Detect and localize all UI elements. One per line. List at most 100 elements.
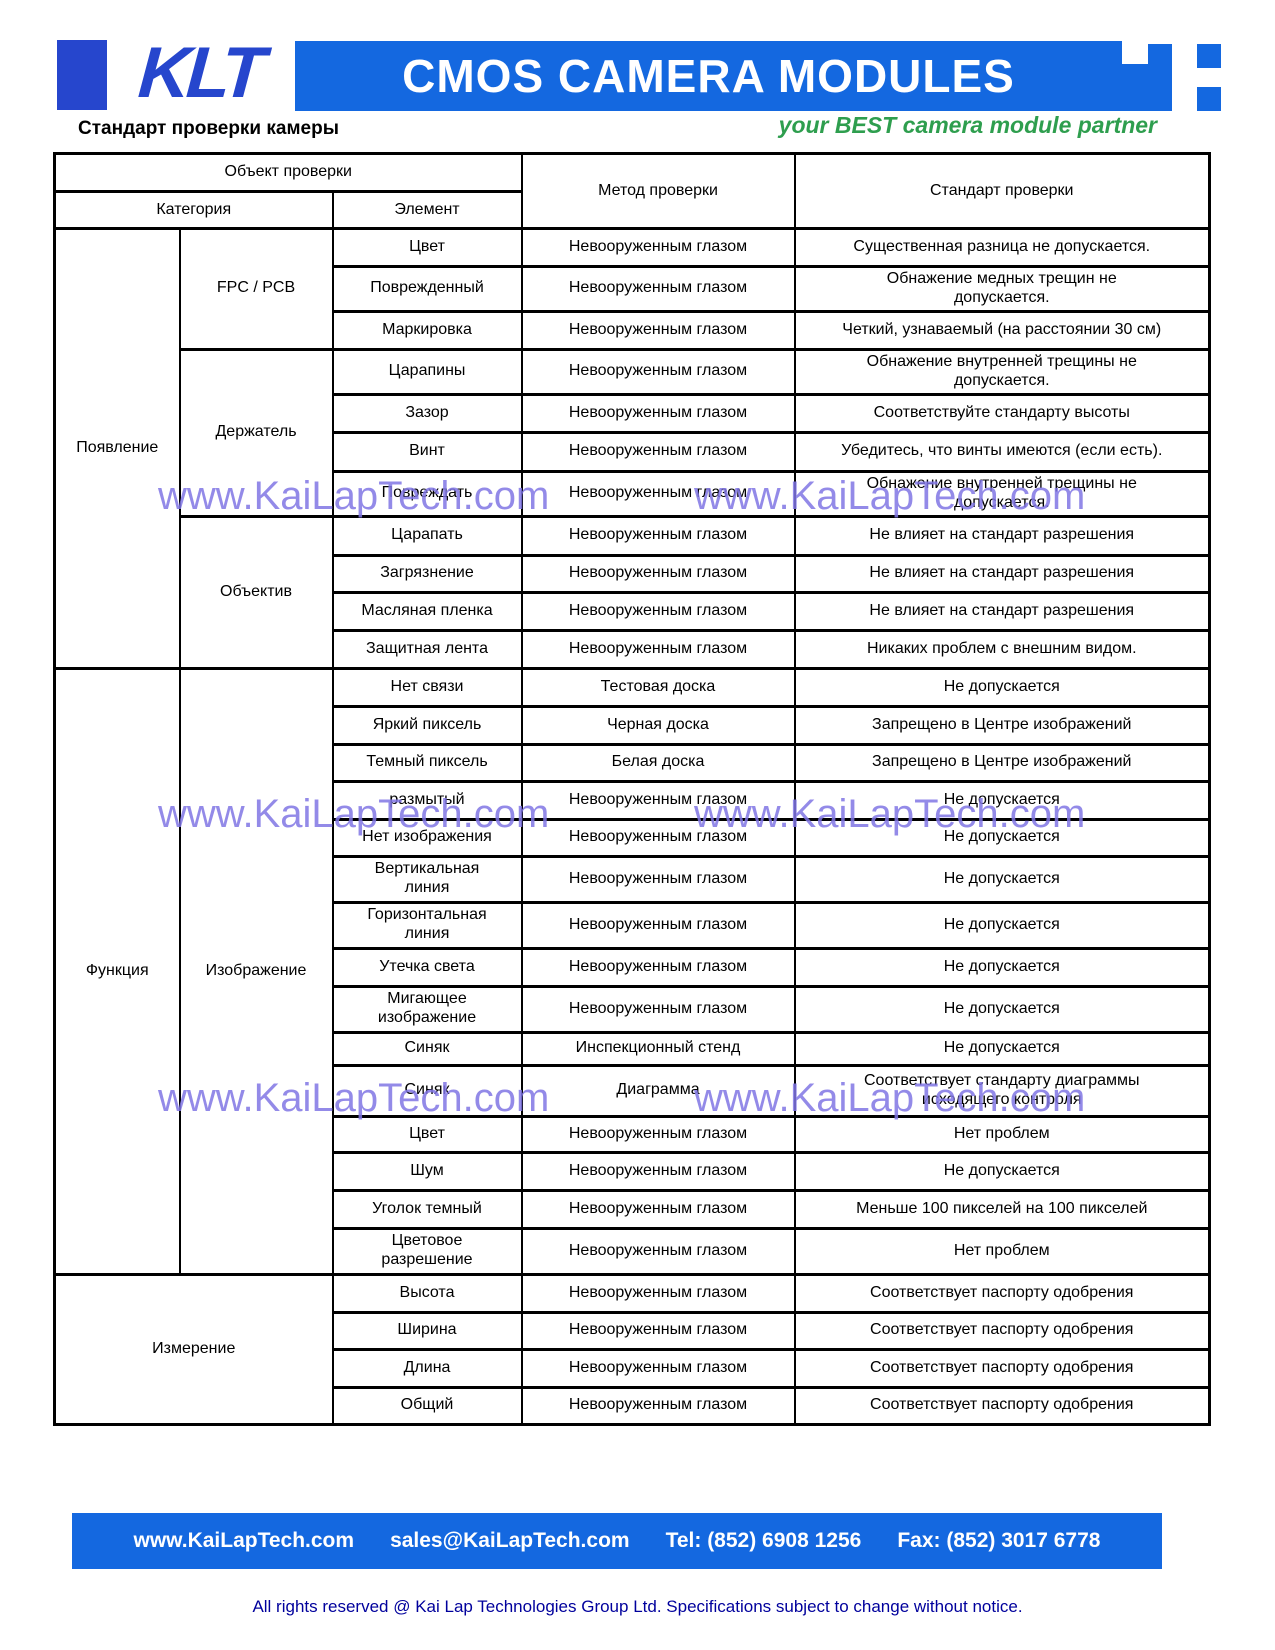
standard-cell: Соответствует паспорту одобрения xyxy=(793,1347,1211,1389)
category-cell: Функция xyxy=(53,666,181,1276)
element-cell: Нет связи xyxy=(331,666,523,708)
element-cell: Повреждать xyxy=(331,469,523,518)
element-cell: Уголок темный xyxy=(331,1188,523,1230)
table-row: Измерение Высота Невооруженным глазом Со… xyxy=(53,1272,1211,1426)
page-title: CMOS CAMERA MODULES xyxy=(402,50,1015,102)
element-cell: Шум xyxy=(331,1150,523,1192)
element-cell: Темный пиксель xyxy=(331,742,523,783)
col-header-element: Элемент xyxy=(331,190,523,230)
col-header-standard: Стандарт проверки xyxy=(793,152,1211,230)
method-cell: Невооруженным глазом xyxy=(520,1347,796,1389)
standard-cell: Не допускается xyxy=(793,946,1211,988)
table-row: Утечка света Невооруженным глазом Не доп… xyxy=(55,946,1211,988)
element-cell: Мигающее изображение xyxy=(331,984,523,1034)
footer-fax: Fax: (852) 3017 6778 xyxy=(897,1529,1101,1552)
method-cell: Невооруженным глазом xyxy=(520,590,796,632)
element-cell: Общий xyxy=(331,1385,523,1426)
element-cell: Нет изображения xyxy=(331,817,523,858)
standard-cell: Соответствует стандарту диаграммы исходя… xyxy=(793,1063,1211,1118)
logo-square-icon xyxy=(57,40,107,110)
method-cell: Невооруженным глазом xyxy=(520,1150,796,1192)
method-cell: Невооруженным глазом xyxy=(520,946,796,988)
table-row: Синяк Инспекционный стенд Не допускается xyxy=(55,1030,1211,1067)
element-cell: Высота xyxy=(331,1272,523,1314)
table-row: Повреждать Невооруженным глазом Обнажени… xyxy=(55,469,1211,518)
standard-cell: Никаких проблем с внешним видом. xyxy=(793,628,1211,670)
col-header-method: Метод проверки xyxy=(520,152,796,230)
table-row: Синяк Диаграмма Соответствует стандарту … xyxy=(55,1063,1211,1118)
footer-contact-bar: www.KaiLapTech.com sales@KaiLapTech.com … xyxy=(72,1513,1162,1569)
table-row: Объектив Царапать Невооруженным глазом Н… xyxy=(55,514,1211,670)
method-cell: Невооруженным глазом xyxy=(520,430,796,473)
table-row: Функция Изображение Нет связи Тестовая д… xyxy=(53,666,1211,1276)
table-header-row: Категория Элемент xyxy=(53,190,1210,230)
tagline: your BEST camera module partner xyxy=(778,112,1157,138)
element-cell: Защитная лента xyxy=(331,628,523,670)
standard-cell: Обнажение внутренней трещины не допускае… xyxy=(793,469,1211,518)
element-cell: Винт xyxy=(331,430,523,473)
standard-cell: Четкий, узнаваемый (на расстоянии 30 см) xyxy=(793,309,1211,351)
table-row: Общий Невооруженным глазом Соответствует… xyxy=(55,1385,1211,1426)
method-cell: Невооруженным глазом xyxy=(520,1114,796,1154)
element-cell: Цвет xyxy=(331,1114,523,1154)
table-row: Поврежденный Невооруженным глазом Обнаже… xyxy=(55,265,1211,313)
element-cell: Синяк xyxy=(331,1030,523,1067)
table-row: Шум Невооруженным глазом Не допускается xyxy=(55,1150,1211,1192)
standard-cell: Существенная разница не допускается. xyxy=(793,227,1211,268)
element-cell: Цвет xyxy=(331,227,523,268)
method-cell: Невооруженным глазом xyxy=(520,1310,796,1351)
method-cell: Черная доска xyxy=(520,704,796,746)
method-cell: Невооруженным глазом xyxy=(520,900,796,950)
table-row: Появление FPC / PCB Цвет Невооруженным г… xyxy=(53,227,1211,670)
table-row: Нет изображения Невооруженным глазом Не … xyxy=(55,817,1211,858)
element-cell: Загрязнение xyxy=(331,553,523,594)
table-row: Масляная пленка Невооруженным глазом Не … xyxy=(55,590,1211,632)
footer-website: www.KaiLapTech.com xyxy=(133,1529,355,1552)
method-cell: Невооруженным глазом xyxy=(520,392,796,434)
element-cell: Яркий пиксель xyxy=(331,704,523,746)
standard-cell: Нет проблем xyxy=(793,1114,1211,1154)
table-row: Цвет Невооруженным глазом Нет проблем xyxy=(55,1114,1211,1154)
element-cell: Маркировка xyxy=(331,309,523,351)
method-cell: Невооруженным глазом xyxy=(520,309,796,351)
table-row: Вертикальная линия Невооруженным глазом … xyxy=(55,854,1211,904)
method-cell: Невооруженным глазом xyxy=(520,1272,796,1314)
table-row: Защитная лента Невооруженным глазом Ника… xyxy=(55,628,1211,670)
element-cell: Ширина xyxy=(331,1310,523,1351)
method-cell: Невооруженным глазом xyxy=(520,984,796,1034)
method-cell: Невооруженным глазом xyxy=(520,1226,796,1276)
table-row: Маркировка Невооруженным глазом Четкий, … xyxy=(55,309,1211,351)
element-cell: Масляная пленка xyxy=(331,590,523,632)
inspection-table: Объект проверки Метод проверки Стандарт … xyxy=(53,152,1211,1426)
standard-cell: Не допускается xyxy=(793,854,1211,904)
standard-cell: Не влияет на стандарт разрешения xyxy=(793,590,1211,632)
subcategory-cell: Объектив xyxy=(178,514,334,670)
standard-cell: Не допускается xyxy=(793,1150,1211,1192)
checker-square-icon xyxy=(1197,87,1221,111)
method-cell: Невооруженным глазом xyxy=(520,265,796,313)
element-cell: размытый xyxy=(331,779,523,821)
footer-tel: Tel: (852) 6908 1256 xyxy=(665,1529,862,1552)
standard-cell: Убедитесь, что винты имеются (если есть)… xyxy=(793,430,1211,473)
element-cell: Царапать xyxy=(331,514,523,557)
table-row: Загрязнение Невооруженным глазом Не влия… xyxy=(55,553,1211,594)
method-cell: Невооруженным глазом xyxy=(520,817,796,858)
method-cell: Диаграмма xyxy=(520,1063,796,1118)
method-cell: Невооруженным глазом xyxy=(520,1385,796,1426)
method-cell: Невооруженным глазом xyxy=(520,514,796,557)
table-row: Уголок темный Невооруженным глазом Меньш… xyxy=(55,1188,1211,1230)
table-row: размытый Невооруженным глазом Не допуска… xyxy=(55,779,1211,821)
method-cell: Невооруженным глазом xyxy=(520,779,796,821)
method-cell: Невооруженным глазом xyxy=(520,553,796,594)
table-row: Винт Невооруженным глазом Убедитесь, что… xyxy=(55,430,1211,473)
klt-logo: KLT xyxy=(135,33,265,113)
standard-cell: Соответствует паспорту одобрения xyxy=(793,1310,1211,1351)
method-cell: Невооруженным глазом xyxy=(520,469,796,518)
category-cell: Появление xyxy=(53,227,181,670)
table-row: Цветовое разрешение Невооруженным глазом… xyxy=(55,1226,1211,1276)
element-cell: Вертикальная линия xyxy=(331,854,523,904)
footer-email: sales@KaiLapTech.com xyxy=(390,1529,630,1552)
table-row: Держатель Царапины Невооруженным глазом … xyxy=(55,347,1211,518)
checker-square-icon xyxy=(1197,44,1221,68)
